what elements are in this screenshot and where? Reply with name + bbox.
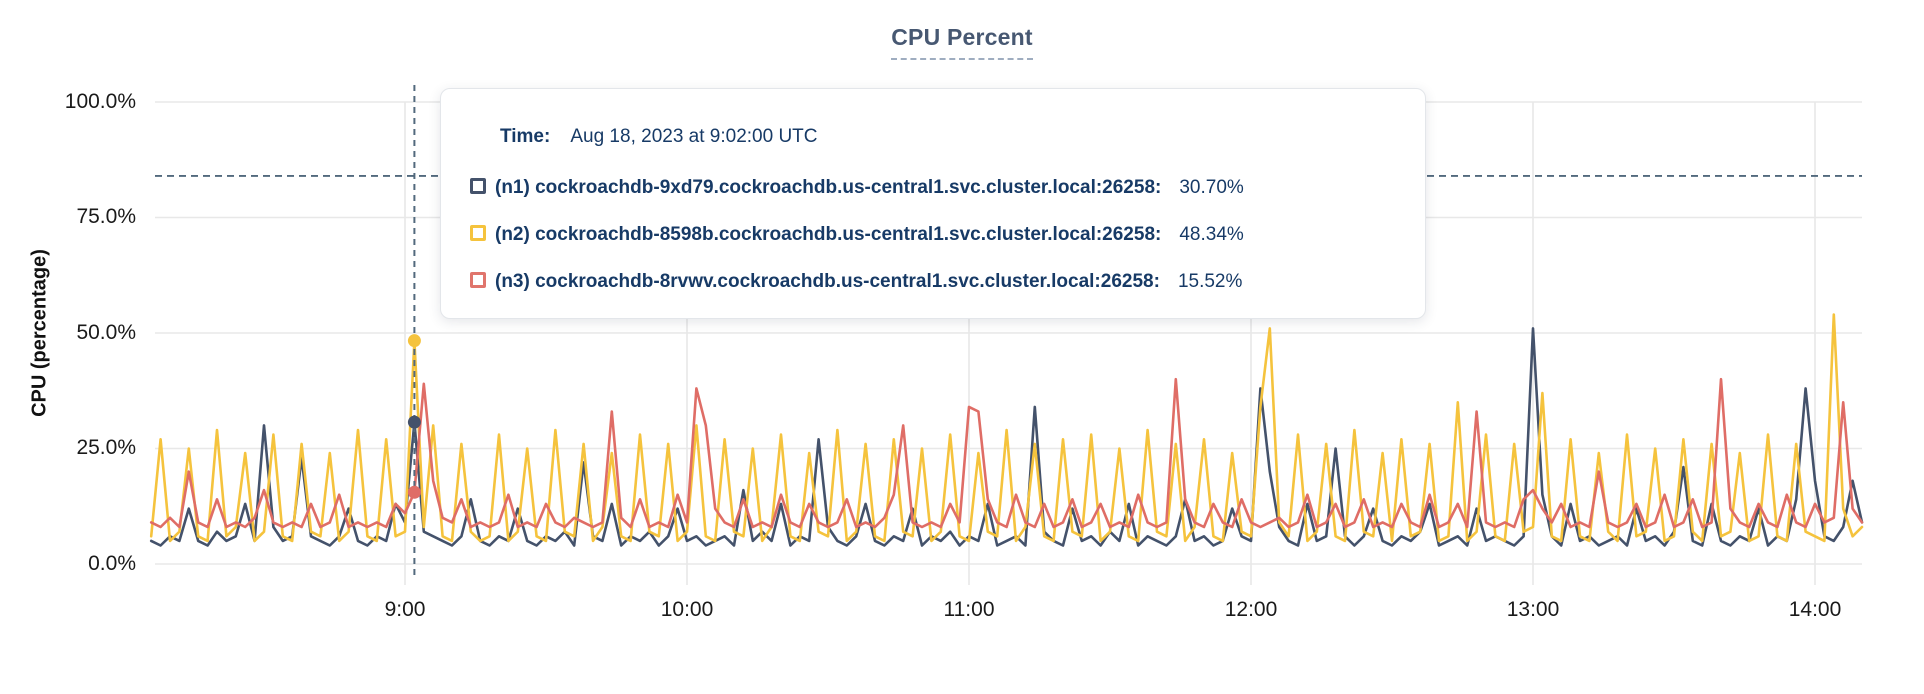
series-line-n1[interactable] bbox=[149, 327, 1864, 547]
x-tick-11: 11:00 bbox=[943, 598, 995, 621]
y-tick-25: 25.0% bbox=[76, 436, 136, 459]
hover-dot-n3 bbox=[407, 485, 421, 499]
chart-tooltip: Time: Aug 18, 2023 at 9:02:00 UTC (n1) co… bbox=[440, 88, 1426, 319]
tooltip-n2-value: 48.34% bbox=[1179, 224, 1244, 245]
y-tick-50: 50.0% bbox=[76, 321, 136, 344]
series-line-n3[interactable] bbox=[149, 377, 1864, 529]
y-tick-75: 75.0% bbox=[76, 205, 136, 228]
chart-plot-area[interactable] bbox=[0, 0, 1924, 660]
x-tick-10: 10:00 bbox=[660, 598, 714, 621]
tooltip-n1-value: 30.70% bbox=[1179, 177, 1244, 198]
hover-dot-n1 bbox=[407, 415, 421, 429]
chart-header: CPU Percent bbox=[0, 24, 1924, 60]
tooltip-row-n2: (n2) cockroachdb-8598b.cockroachdb.us-ce… bbox=[470, 221, 1425, 248]
tooltip-time-value: Aug 18, 2023 at 9:02:00 UTC bbox=[570, 126, 818, 147]
y-tick-100: 100.0% bbox=[64, 90, 136, 113]
tooltip-n3-name: (n3) cockroachdb-8rvwv.cockroachdb.us-ce… bbox=[495, 271, 1160, 292]
tooltip-n2-name: (n2) cockroachdb-8598b.cockroachdb.us-ce… bbox=[495, 224, 1162, 245]
chart-title[interactable]: CPU Percent bbox=[891, 24, 1033, 60]
tooltip-time-row: Time: Aug 18, 2023 at 9:02:00 UTC bbox=[500, 123, 1425, 150]
n2-series-swatch-icon bbox=[470, 225, 486, 241]
y-tick-0: 0.0% bbox=[88, 552, 136, 575]
n1-series-swatch-icon bbox=[470, 178, 486, 194]
tooltip-row-n1: (n1) cockroachdb-9xd79.cockroachdb.us-ce… bbox=[470, 174, 1425, 201]
tooltip-time-label: Time: bbox=[500, 126, 551, 147]
tooltip-row-n3: (n3) cockroachdb-8rvwv.cockroachdb.us-ce… bbox=[470, 268, 1425, 295]
x-tick-14: 14:00 bbox=[1788, 598, 1842, 621]
tooltip-n3-value: 15.52% bbox=[1177, 271, 1243, 292]
hover-dot-n2 bbox=[407, 334, 421, 348]
n3-series-swatch-icon bbox=[470, 272, 486, 288]
x-tick-13: 13:00 bbox=[1506, 598, 1560, 621]
x-tick-9: 9:00 bbox=[384, 598, 426, 621]
tooltip-n1-name: (n1) cockroachdb-9xd79.cockroachdb.us-ce… bbox=[495, 177, 1162, 198]
x-tick-12: 12:00 bbox=[1224, 598, 1278, 621]
series-line-n2[interactable] bbox=[149, 313, 1864, 543]
